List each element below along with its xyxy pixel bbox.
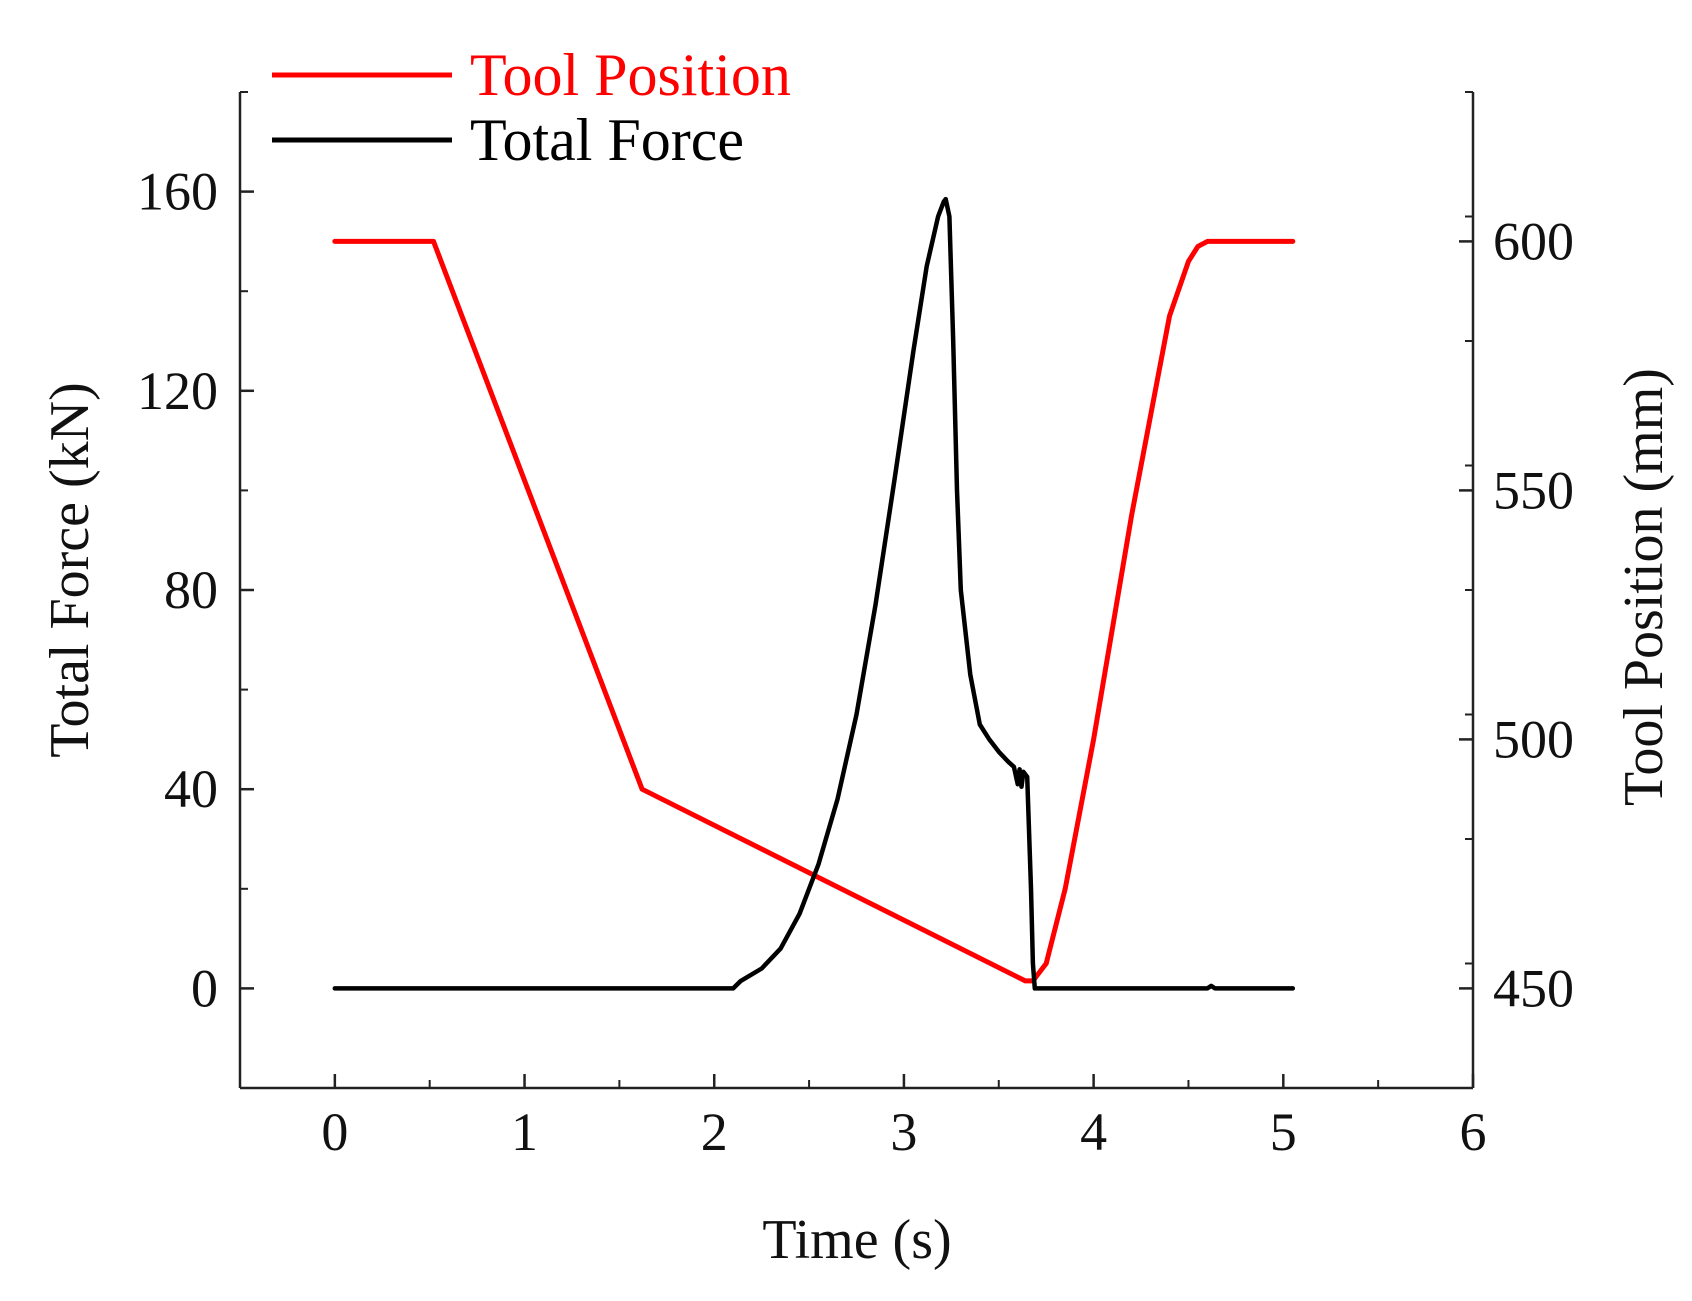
right-tick-label: 600 bbox=[1493, 211, 1574, 271]
left-y-axis-title: Total Force (kN) bbox=[39, 382, 101, 758]
right-tick-label: 500 bbox=[1493, 709, 1574, 769]
tool-position-line bbox=[332, 238, 1296, 984]
x-tick-label: 0 bbox=[321, 1102, 348, 1162]
right-axis: 450 500 550 600 bbox=[1459, 91, 1574, 1089]
left-tick-label: 80 bbox=[164, 560, 218, 620]
right-y-axis-title: Tool Position (mm) bbox=[1613, 368, 1675, 806]
x-tick-label: 5 bbox=[1270, 1102, 1297, 1162]
x-axis: 0 1 2 3 4 5 6 bbox=[321, 1074, 1487, 1162]
total-force-line bbox=[332, 196, 1296, 991]
left-tick-label: 120 bbox=[137, 361, 218, 421]
left-axis: 0 40 80 120 160 bbox=[137, 91, 254, 1089]
x-tick-label: 3 bbox=[890, 1102, 917, 1162]
total-force-legend-label: Total Force bbox=[470, 107, 744, 173]
x-tick-label: 1 bbox=[511, 1102, 538, 1162]
x-axis-title: Time (s) bbox=[762, 1209, 951, 1271]
series-group bbox=[332, 196, 1296, 991]
right-tick-label: 450 bbox=[1493, 958, 1574, 1018]
x-tick-label: 2 bbox=[701, 1102, 728, 1162]
left-tick-label: 0 bbox=[191, 958, 218, 1018]
left-tick-label: 160 bbox=[137, 162, 218, 222]
tool-position-legend-label: Tool Position bbox=[470, 42, 791, 108]
x-tick-label: 6 bbox=[1460, 1102, 1487, 1162]
right-tick-label: 550 bbox=[1493, 460, 1574, 520]
x-tick-label: 4 bbox=[1080, 1102, 1107, 1162]
left-tick-label: 40 bbox=[164, 759, 218, 819]
